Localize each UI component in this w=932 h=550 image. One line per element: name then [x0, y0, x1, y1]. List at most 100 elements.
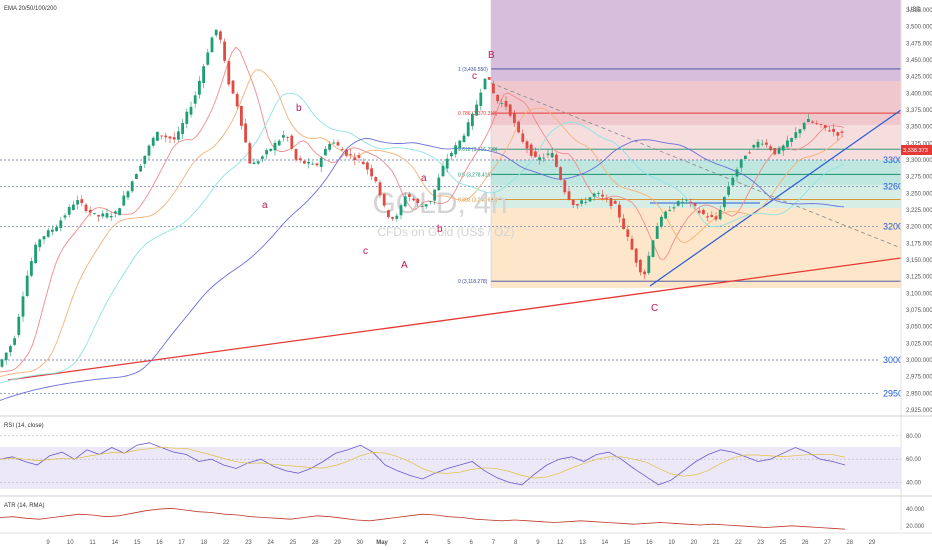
candle-body: [408, 194, 411, 197]
candle-body: [462, 135, 466, 142]
wave-label-c1: c: [363, 246, 368, 257]
time-tick-label: 28: [312, 540, 319, 546]
fib-zone-1: [491, 81, 901, 125]
candle-body: [760, 143, 764, 145]
price-level-label: 3200: [883, 222, 903, 232]
candle-body: [286, 136, 289, 138]
candle-body: [626, 229, 630, 237]
price-tick-label: 3,100.000: [906, 291, 932, 297]
time-tick-label: 26: [802, 540, 809, 546]
candle-body: [748, 152, 751, 154]
time-tick-label: May: [376, 540, 388, 546]
candle-body: [664, 211, 667, 219]
wave-label-C: C: [651, 303, 658, 314]
time-tick-label: 6: [469, 540, 473, 546]
candle-body: [588, 197, 592, 202]
candle-body: [416, 198, 420, 203]
candle-body: [109, 215, 113, 218]
atr-label: ATR (14, RMA): [4, 503, 45, 509]
candle-body: [790, 138, 793, 142]
ema-200-line: [0, 138, 845, 401]
candle-body: [198, 80, 201, 95]
candle-body: [231, 80, 235, 94]
candle-body: [303, 160, 306, 164]
candle-body: [794, 132, 798, 138]
candle-body: [0, 359, 4, 367]
candle-body: [786, 140, 789, 147]
candle-body: [328, 143, 331, 150]
price-tick-label: 3,025.000: [906, 341, 932, 347]
candle-body: [517, 121, 520, 133]
candle-body: [828, 130, 831, 132]
candle-body: [361, 161, 365, 165]
atr-pane: 40.000 20.000: [0, 507, 925, 530]
time-tick-label: 30: [356, 540, 363, 546]
price-tick-label: 2,925.000: [906, 408, 932, 414]
price-tick-label: 3,375.000: [906, 108, 932, 114]
candle-body: [38, 239, 42, 248]
candle-body: [273, 142, 277, 151]
ema-indicator-label: EMA 20/50/100/200: [4, 6, 57, 12]
candle-body: [802, 122, 806, 130]
candle-body: [357, 155, 361, 158]
ema-100-line: [0, 92, 845, 384]
candle-body: [17, 316, 21, 336]
candle-body: [88, 210, 92, 213]
price-tick-label: 2,950.000: [906, 391, 932, 397]
watermark-subtitle: CFDs on Gold (US$ / OZ): [377, 225, 514, 239]
candle-body: [723, 196, 726, 208]
candle-body: [345, 149, 348, 156]
candle-body: [118, 208, 121, 216]
candle-body: [135, 174, 138, 179]
candle-body: [521, 133, 525, 142]
candle-body: [181, 123, 184, 134]
candle-body: [93, 213, 96, 214]
time-tick-label: 14: [111, 540, 118, 546]
rsi-ma-line: [0, 446, 846, 479]
candle-body: [105, 213, 109, 218]
candle-body: [492, 83, 495, 94]
candle-body: [126, 191, 130, 198]
time-tick-label: 22: [223, 540, 230, 546]
atr-line: [0, 507, 846, 530]
candle-body: [227, 61, 231, 85]
candle-body: [366, 162, 369, 170]
candle-body: [391, 217, 394, 219]
time-tick-label: 28: [846, 540, 853, 546]
price-tick-label: 3,175.000: [906, 241, 932, 247]
candle-body: [122, 195, 126, 206]
candle-body: [622, 218, 625, 230]
candle-body: [676, 201, 680, 206]
candle-body: [496, 94, 499, 102]
candle-body: [836, 132, 840, 136]
candle-body: [739, 159, 743, 168]
candle-body: [756, 141, 760, 148]
candle-body: [223, 41, 226, 61]
candle-body: [378, 182, 382, 196]
candle-body: [311, 163, 315, 165]
candle-body: [156, 131, 159, 141]
wave-labels: a b c A a b c B C: [262, 50, 658, 314]
candle-body: [655, 226, 659, 239]
candle-body: [681, 201, 684, 204]
candle-body: [441, 165, 445, 177]
candle-body: [437, 177, 441, 191]
price-tick-label: 3,400.000: [906, 91, 932, 97]
rsi-label: RSI (14, close): [4, 423, 44, 429]
time-tick-label: 8: [514, 540, 518, 546]
time-tick-label: 29: [869, 540, 876, 546]
time-tick-label: 25: [290, 540, 297, 546]
candle-body: [466, 122, 470, 137]
candle-body: [248, 143, 252, 164]
candle-body: [647, 255, 651, 274]
fib-zone-3: [491, 160, 901, 185]
price-tick-label: 3,450.000: [906, 58, 932, 64]
price-level-label: 3000: [883, 355, 903, 365]
candle-body: [382, 193, 386, 206]
candle-body: [605, 198, 609, 200]
fib-level-label: 1 (3,436.550): [458, 67, 488, 73]
candle-body: [525, 141, 529, 149]
candle-body: [420, 206, 424, 207]
candle-body: [815, 123, 819, 125]
